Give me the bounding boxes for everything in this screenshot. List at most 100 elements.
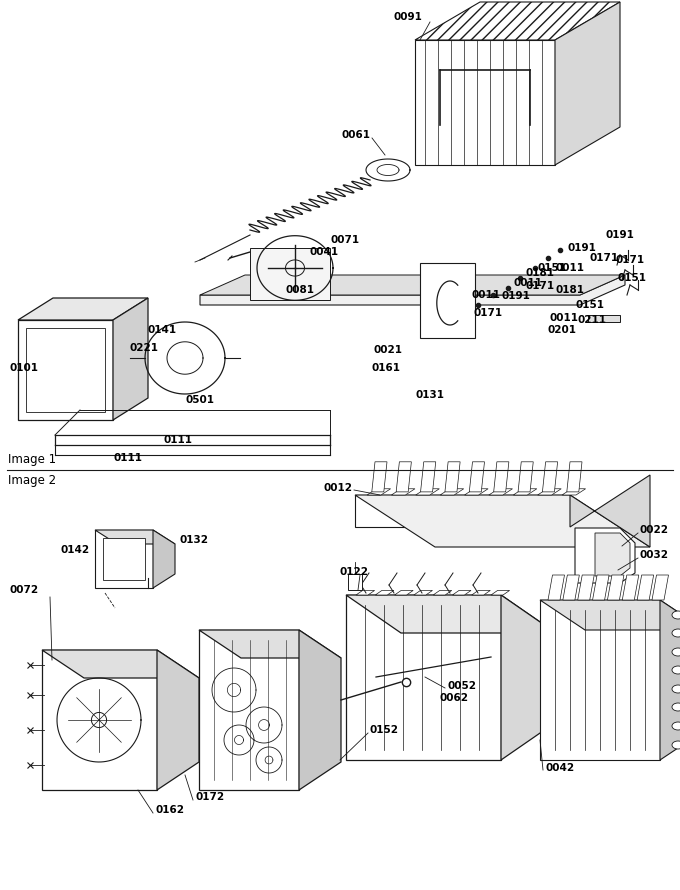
- Polygon shape: [491, 590, 509, 595]
- Text: 0012: 0012: [323, 483, 352, 493]
- Polygon shape: [200, 275, 625, 295]
- Text: 0171: 0171: [473, 308, 503, 318]
- Ellipse shape: [672, 629, 680, 637]
- Text: 0011: 0011: [513, 278, 543, 288]
- Text: 0122: 0122: [340, 567, 369, 577]
- Polygon shape: [567, 462, 582, 492]
- Text: 0062: 0062: [440, 693, 469, 703]
- Polygon shape: [18, 320, 113, 420]
- Text: 0021: 0021: [374, 345, 403, 355]
- Ellipse shape: [672, 722, 680, 730]
- Polygon shape: [538, 489, 561, 495]
- Ellipse shape: [672, 666, 680, 674]
- Polygon shape: [26, 328, 105, 412]
- Polygon shape: [103, 538, 145, 580]
- Text: 0041: 0041: [310, 247, 339, 257]
- Polygon shape: [570, 475, 650, 547]
- Polygon shape: [592, 575, 609, 600]
- Polygon shape: [420, 263, 475, 338]
- Text: 0111: 0111: [114, 453, 143, 463]
- Polygon shape: [489, 489, 513, 495]
- Text: 0191: 0191: [605, 230, 634, 240]
- Polygon shape: [433, 590, 452, 595]
- Text: 0141: 0141: [148, 325, 177, 335]
- Polygon shape: [595, 533, 630, 576]
- Polygon shape: [472, 590, 490, 595]
- Text: 0191: 0191: [502, 291, 530, 301]
- Text: Image 2: Image 2: [8, 474, 56, 487]
- Polygon shape: [42, 650, 199, 678]
- Text: 0091: 0091: [393, 12, 422, 22]
- Polygon shape: [394, 590, 413, 595]
- Text: 0171: 0171: [590, 253, 619, 263]
- Text: 0171: 0171: [615, 255, 644, 265]
- Polygon shape: [562, 489, 585, 495]
- Ellipse shape: [672, 611, 680, 619]
- Text: 0142: 0142: [61, 545, 90, 555]
- Polygon shape: [95, 530, 175, 544]
- Text: 0052: 0052: [448, 681, 477, 691]
- Polygon shape: [415, 2, 620, 40]
- Polygon shape: [555, 2, 620, 165]
- Polygon shape: [518, 462, 533, 492]
- Polygon shape: [346, 595, 501, 760]
- Polygon shape: [356, 590, 375, 595]
- Polygon shape: [464, 489, 488, 495]
- Polygon shape: [563, 575, 579, 600]
- Text: 0161: 0161: [371, 363, 400, 373]
- Polygon shape: [372, 462, 387, 492]
- Text: 0501: 0501: [186, 395, 214, 405]
- Polygon shape: [622, 575, 639, 600]
- Text: 0042: 0042: [545, 763, 574, 773]
- Ellipse shape: [672, 685, 680, 693]
- Polygon shape: [452, 590, 471, 595]
- Text: 0162: 0162: [155, 805, 184, 815]
- Polygon shape: [348, 574, 362, 590]
- Polygon shape: [199, 630, 299, 790]
- Text: 0172: 0172: [195, 792, 224, 802]
- Text: 0171: 0171: [526, 281, 555, 291]
- Polygon shape: [415, 489, 439, 495]
- Polygon shape: [414, 590, 432, 595]
- Polygon shape: [355, 495, 650, 547]
- Polygon shape: [575, 528, 635, 583]
- Polygon shape: [420, 462, 436, 492]
- Polygon shape: [540, 600, 680, 630]
- Text: 0132: 0132: [180, 535, 209, 545]
- Polygon shape: [199, 630, 341, 658]
- Polygon shape: [540, 600, 660, 760]
- Polygon shape: [578, 575, 594, 600]
- Polygon shape: [153, 530, 175, 588]
- Text: 0151: 0151: [575, 300, 604, 310]
- Polygon shape: [200, 275, 625, 305]
- Polygon shape: [445, 462, 460, 492]
- Text: 0011: 0011: [555, 263, 584, 273]
- Polygon shape: [637, 575, 653, 600]
- Text: 0191: 0191: [568, 243, 597, 253]
- Polygon shape: [501, 595, 556, 760]
- Polygon shape: [299, 630, 341, 790]
- Polygon shape: [250, 248, 330, 300]
- Text: 0181: 0181: [555, 285, 584, 295]
- Ellipse shape: [672, 703, 680, 711]
- Text: 0081: 0081: [286, 285, 314, 295]
- Polygon shape: [355, 495, 570, 527]
- Text: 0181: 0181: [526, 268, 554, 278]
- Text: 0131: 0131: [415, 390, 445, 400]
- Text: 0072: 0072: [10, 585, 39, 595]
- Text: 0151: 0151: [617, 273, 646, 283]
- Text: 0011: 0011: [471, 290, 500, 300]
- Text: Image 1: Image 1: [8, 453, 56, 466]
- Text: 0211: 0211: [578, 315, 607, 325]
- Ellipse shape: [672, 741, 680, 749]
- Polygon shape: [513, 489, 537, 495]
- Polygon shape: [113, 298, 148, 420]
- Polygon shape: [95, 530, 153, 588]
- Polygon shape: [346, 595, 556, 633]
- Ellipse shape: [672, 648, 680, 656]
- Polygon shape: [469, 462, 484, 492]
- Polygon shape: [157, 650, 199, 790]
- Text: 0152: 0152: [370, 725, 399, 735]
- Text: 0151: 0151: [537, 263, 566, 273]
- Polygon shape: [543, 462, 558, 492]
